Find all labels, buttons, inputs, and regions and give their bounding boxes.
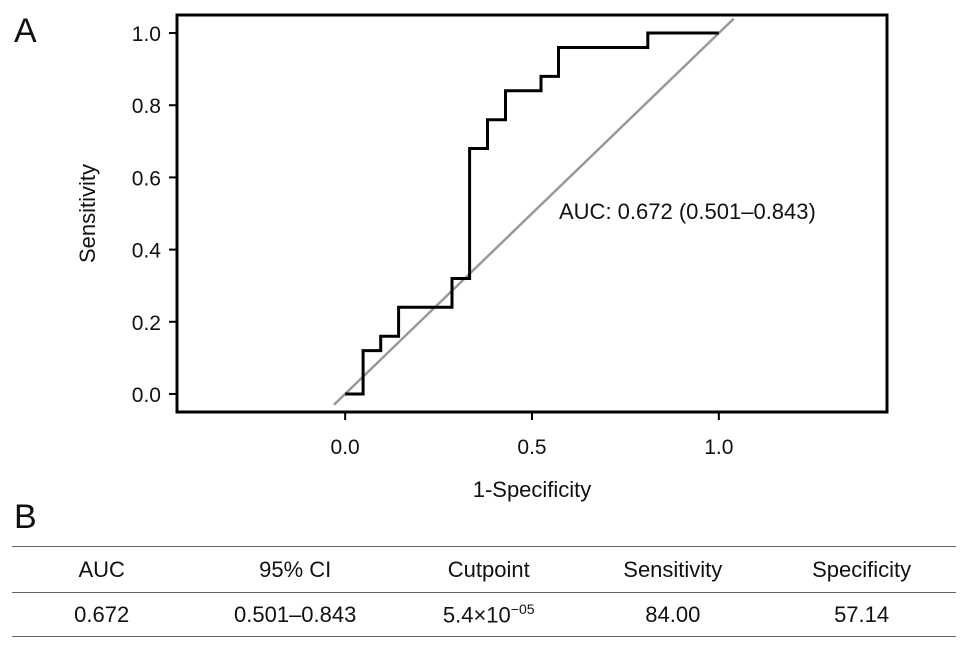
cell-cutpoint: 5.4×10−05: [399, 593, 578, 637]
header-ci: 95% CI: [259, 556, 332, 582]
auc-annotation: AUC: 0.672 (0.501–0.843): [559, 199, 816, 224]
cell-sensitivity: 84.00: [645, 601, 701, 627]
header-cutpoint: Cutpoint: [447, 556, 530, 582]
y-tick-label: 0.4: [132, 240, 162, 263]
y-tick-label: 0.6: [132, 167, 161, 190]
panel-b-label: B: [14, 498, 37, 536]
x-tick-label: 1.0: [704, 436, 733, 459]
y-tick-label: 0.8: [132, 95, 161, 118]
cell-auc: 0.672: [74, 601, 130, 627]
y-axis-label: Sensitivity: [75, 164, 100, 263]
panel-a-label: A: [14, 12, 37, 50]
table-header-row: AUC 95% CI Cutpoint Sensitivity Specific…: [12, 546, 956, 593]
header-auc: AUC: [78, 556, 125, 582]
x-tick-label: 0.0: [331, 436, 360, 459]
reference-diagonal-line: [333, 17, 735, 406]
header-specificity: Specificity: [812, 556, 912, 582]
plot-area: 0.0 0.5 1.0 0.0 0.2 0.4 0.6 0.8 1.0 1-Specificity…: [75, 13, 889, 502]
y-tick-label: 0.0: [132, 384, 161, 407]
cell-specificity: 57.14: [834, 601, 890, 627]
header-sensitivity: Sensitivity: [623, 556, 723, 582]
table-row: 0.672 0.501–0.843 5.4×10−05 84.00 57.14: [12, 593, 956, 637]
roc-curve-line: [345, 31, 719, 396]
x-tick-label: 0.5: [517, 436, 546, 459]
cutpoint-exponent: −05: [510, 600, 535, 617]
y-tick-label: 0.2: [132, 312, 161, 335]
stats-table: AUC 95% CI Cutpoint Sensitivity Specific…: [12, 546, 956, 637]
roc-chart: 0.0 0.5 1.0 0.0 0.2 0.4 0.6 0.8 1.0 1-Specificity…: [75, 13, 889, 502]
cell-ci: 0.501–0.843: [234, 601, 357, 627]
cutpoint-base: 5.4×10: [442, 602, 511, 628]
x-axis-label: 1-Specificity: [473, 477, 592, 502]
y-tick-label: 1.0: [132, 23, 161, 46]
